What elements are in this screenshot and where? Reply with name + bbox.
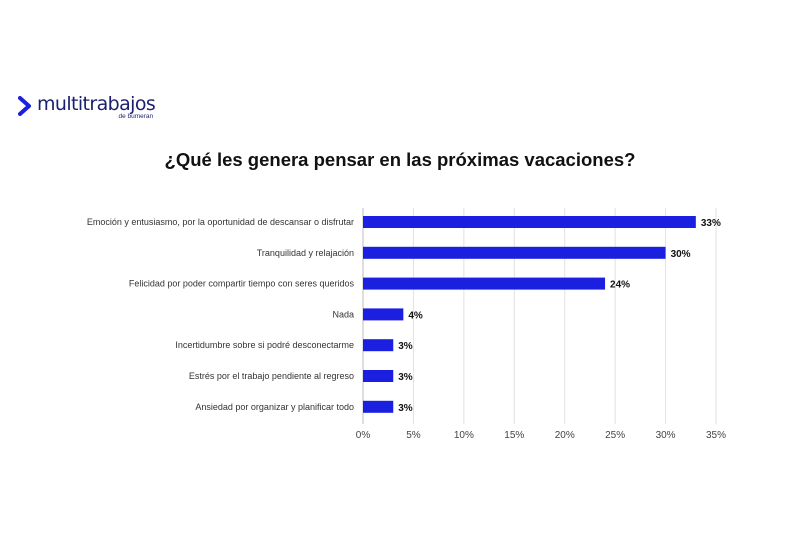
bar — [363, 370, 394, 382]
category-label: Incertidumbre sobre si podré desconectar… — [175, 340, 354, 350]
bar — [363, 400, 394, 413]
bar — [363, 339, 394, 352]
data-label: 4% — [408, 310, 423, 321]
x-tick-label: 30% — [656, 430, 676, 441]
category-label: Tranquilidad y relajación — [257, 248, 354, 258]
bar — [363, 277, 606, 290]
data-label: 3% — [398, 341, 413, 352]
x-tick-label: 20% — [555, 430, 575, 441]
brand-logo: multitrabajos de bumeran — [18, 93, 156, 120]
brand-chevron-icon — [18, 96, 31, 116]
category-label: Nada — [332, 309, 354, 319]
category-label: Ansiedad por organizar y planificar todo — [195, 402, 354, 412]
category-label: Estrés por el trabajo pendiente al regre… — [189, 371, 354, 381]
bar — [363, 246, 666, 259]
brand-name: multitrabajos — [37, 93, 156, 115]
x-tick-label: 35% — [706, 430, 726, 441]
x-tick-label: 0% — [356, 430, 371, 441]
x-tick-label: 25% — [605, 430, 625, 441]
data-label: 3% — [398, 372, 413, 383]
x-tick-label: 10% — [454, 430, 474, 441]
category-label: Felicidad por poder compartir tiempo con… — [129, 279, 355, 289]
data-label: 33% — [701, 218, 721, 229]
bar — [363, 216, 696, 228]
category-label: Emoción y entusiasmo, por la oportunidad… — [87, 217, 354, 227]
chart-title: ¿Qué les genera pensar en las próximas v… — [164, 149, 636, 170]
data-label: 3% — [398, 403, 413, 414]
data-label: 30% — [671, 249, 691, 260]
x-tick-label: 15% — [504, 430, 524, 441]
bar — [363, 308, 404, 321]
data-label: 24% — [610, 280, 630, 291]
brand-subtitle: de bumeran — [118, 113, 154, 120]
x-tick-label: 5% — [406, 430, 421, 441]
